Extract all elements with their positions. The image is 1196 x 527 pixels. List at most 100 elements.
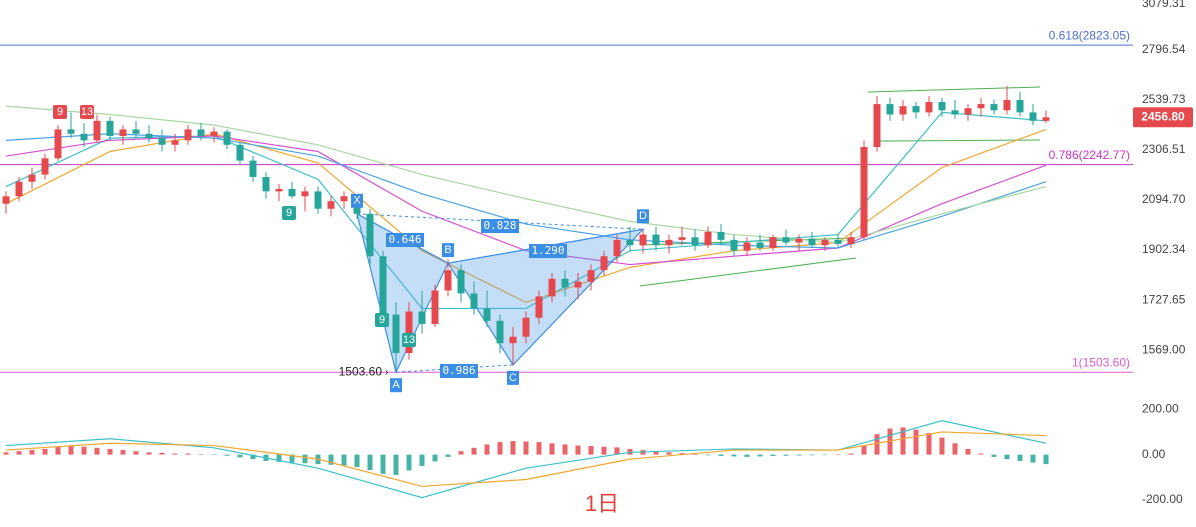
candle-body: [145, 133, 153, 139]
candle-body: [327, 201, 335, 209]
macd-line: [5, 431, 1047, 487]
candle-body: [561, 278, 569, 288]
macd-bar: [1004, 454, 1010, 460]
macd-bar: [250, 454, 256, 460]
macd-bar: [692, 453, 698, 455]
macd-bar: [68, 445, 74, 455]
macd-bar: [458, 451, 464, 455]
pattern-point-box: [351, 193, 363, 208]
candle-body: [847, 237, 855, 244]
y-tick-label: 1902.34: [1142, 242, 1186, 256]
candle-body: [28, 174, 36, 182]
macd-bar: [55, 446, 61, 455]
pattern-point-label: C: [509, 372, 517, 384]
candle-body: [431, 290, 439, 324]
pattern-point-label: A: [392, 379, 400, 391]
candle-body: [314, 191, 322, 209]
macd-bar: [354, 454, 360, 468]
candle-body: [1016, 99, 1024, 113]
candle-body: [288, 188, 296, 197]
candle-body: [639, 234, 647, 246]
candle-body: [80, 133, 88, 141]
moving-average: [5, 105, 1047, 244]
ratio-label: 0.828: [483, 219, 516, 232]
pattern-dash: [395, 364, 514, 373]
candle-body: [418, 311, 426, 324]
candle-body: [223, 131, 231, 145]
y-tick-label: 2796.54: [1142, 42, 1186, 56]
macd-bar: [601, 446, 607, 455]
macd-bar: [367, 454, 373, 470]
macd-bar: [198, 454, 204, 455]
candle-body: [951, 110, 959, 115]
candle-body: [717, 231, 725, 240]
macd-bar: [926, 433, 932, 455]
ratio-box: [386, 233, 424, 247]
candle-body: [743, 242, 751, 251]
candle-body: [756, 242, 764, 248]
ratio-box: [529, 244, 567, 258]
candle-body: [184, 129, 192, 141]
macd-bar: [796, 454, 802, 456]
macd-tick-label: -200.00: [1142, 492, 1183, 506]
channel-lower: [879, 139, 1041, 142]
macd-bar: [224, 454, 230, 456]
candle-body: [587, 270, 595, 282]
macd-bar: [874, 434, 880, 455]
candle-body: [899, 106, 907, 115]
candle-body: [379, 256, 387, 315]
ratio-label: 1.290: [531, 244, 564, 257]
low-arrow: ›: [385, 367, 388, 378]
candle-body: [782, 237, 790, 243]
macd-bar: [523, 441, 529, 455]
macd-bar: [445, 454, 451, 457]
candle-body: [1042, 117, 1050, 121]
macd-bar: [497, 442, 503, 455]
macd-bar: [861, 445, 867, 455]
pattern-point-box: [507, 370, 519, 385]
macd-bar: [237, 454, 243, 458]
candle-body: [873, 104, 881, 148]
candle-body: [964, 108, 972, 115]
candle-body: [483, 308, 491, 321]
y-tick-label: 1727.65: [1142, 292, 1186, 306]
fib-label: 0.618(2823.05): [1049, 28, 1130, 42]
macd-bar: [3, 452, 9, 455]
moving-average: [5, 128, 1047, 304]
macd-bar: [588, 446, 594, 455]
macd-bar: [484, 444, 490, 455]
y-tick-label: 2539.73: [1142, 92, 1186, 106]
macd-bar: [185, 453, 191, 455]
macd-bar: [913, 429, 919, 455]
candle-body: [600, 256, 608, 271]
macd-bar: [393, 454, 399, 475]
macd-bar: [900, 427, 906, 455]
sequence-label: 13: [403, 334, 415, 346]
macd-bar: [1017, 454, 1023, 461]
pattern-point-box: [390, 378, 402, 393]
candle-body: [509, 336, 517, 344]
macd-bar: [536, 442, 542, 455]
macd-bar: [302, 454, 308, 464]
candle-body: [769, 237, 777, 248]
candle-body: [67, 129, 75, 134]
candle-body: [977, 104, 985, 109]
candle-body: [54, 129, 62, 159]
fib-label: 0.786(2242.77): [1049, 148, 1130, 162]
trend-lines: [639, 86, 1041, 287]
macd-bar: [939, 437, 945, 455]
candle-body: [366, 213, 374, 257]
candle-body: [496, 320, 504, 344]
candle-body: [535, 296, 543, 318]
macd-bar: [29, 450, 35, 455]
candle-body: [1003, 99, 1011, 111]
candle-body: [158, 138, 166, 145]
macd-bar: [328, 454, 334, 465]
sequence-box: [375, 313, 389, 327]
candle-body: [691, 237, 699, 246]
macd-bar: [341, 454, 347, 466]
candle-body: [626, 239, 634, 246]
candle-body: [574, 281, 582, 288]
sequence-label: 9: [57, 106, 63, 118]
candle-body: [340, 196, 348, 202]
